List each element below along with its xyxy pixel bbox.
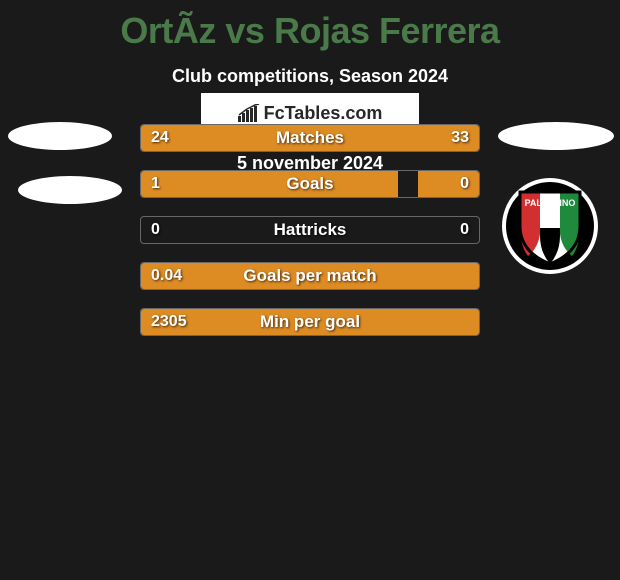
stat-row: 0 0Hattricks: [140, 216, 480, 244]
bar-left: [141, 263, 479, 289]
stat-value-right: 0: [460, 217, 469, 243]
brand-text: FcTables.com: [264, 103, 383, 124]
bar-left: [141, 309, 479, 335]
stat-value-left: 2305: [151, 309, 187, 335]
bar-chart-icon: [238, 104, 260, 122]
bar-left: [141, 171, 398, 197]
stat-row: 2433Matches: [140, 124, 480, 152]
subtitle: Club competitions, Season 2024: [0, 66, 620, 87]
badge-label: PALESTINO: [525, 198, 576, 208]
stat-row: 10Goals: [140, 170, 480, 198]
club-badge-palestino: PALESTINO: [502, 178, 598, 274]
stat-value-left: 0: [151, 217, 160, 243]
stat-row: 2305Min per goal: [140, 308, 480, 336]
stats-table: 2433Matches10Goals00Hattricks0.04Goals p…: [140, 124, 480, 354]
stat-value-left: 1: [151, 171, 160, 197]
player-right-ellipse: [498, 122, 614, 150]
stat-value-right: 33: [451, 125, 469, 151]
stat-label: Hattricks: [141, 217, 479, 243]
stat-row: 0.04Goals per match: [140, 262, 480, 290]
bar-right: [418, 171, 479, 197]
page-title: OrtÃ­z vs Rojas Ferrera: [0, 0, 620, 52]
bar-right: [276, 125, 479, 151]
shield-icon: PALESTINO: [516, 186, 584, 266]
player-left-ellipse-2: [18, 176, 122, 204]
stat-value-right: 0: [460, 171, 469, 197]
player-left-ellipse-1: [8, 122, 112, 150]
stat-value-left: 24: [151, 125, 169, 151]
stat-value-left: 0.04: [151, 263, 182, 289]
